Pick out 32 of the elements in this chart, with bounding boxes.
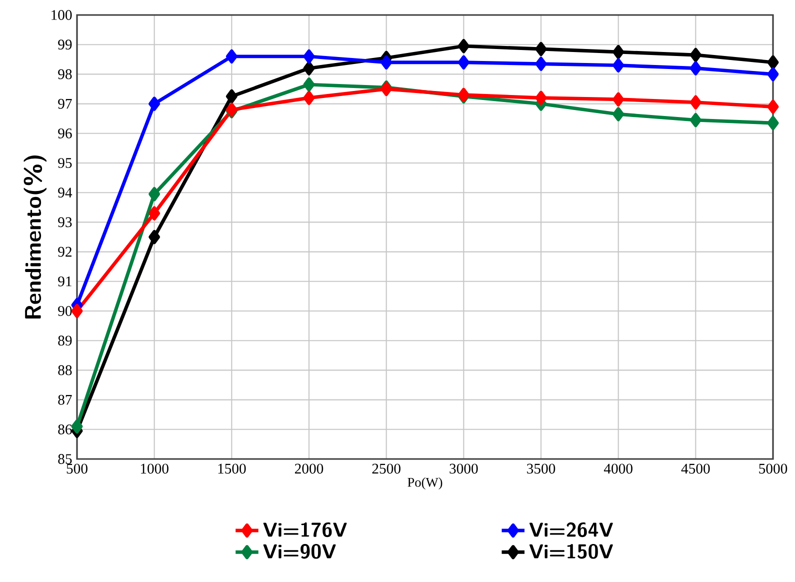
y-tick-label: 85 xyxy=(58,454,72,464)
x-axis-title: Po(W) xyxy=(408,477,442,490)
y-tick-label: 87 xyxy=(58,394,72,405)
x-tick-label: 3500 xyxy=(527,464,556,474)
y-tick-label: 97 xyxy=(58,98,72,109)
x-tick-label: 4500 xyxy=(681,464,710,474)
y-tick-label: 100 xyxy=(52,10,72,20)
y-tick-label: 96 xyxy=(58,128,72,138)
x-tick-label: 1500 xyxy=(218,464,246,474)
y-tick-label: 99 xyxy=(58,40,72,50)
y-tick-label: 90 xyxy=(58,306,72,316)
y-tick-label: 98 xyxy=(58,69,72,80)
y-tick-label: 95 xyxy=(58,158,72,168)
y-tick-label: 88 xyxy=(58,365,72,376)
legend-label: Vi=150V xyxy=(529,544,613,559)
legend-label: Vi=264V xyxy=(529,522,613,538)
x-tick-label: 3000 xyxy=(450,464,478,474)
legend-label: Vi=90V xyxy=(263,544,336,559)
y-tick-label: 94 xyxy=(58,188,72,198)
x-tick-label: 1000 xyxy=(140,464,168,474)
legend-label: Vi=176V xyxy=(263,522,347,538)
y-tick-label: 91 xyxy=(58,276,72,286)
x-tick-label: 5000 xyxy=(759,464,788,474)
y-tick-label: 86 xyxy=(58,424,72,434)
x-tick-label: 500 xyxy=(66,464,88,474)
x-tick-label: 4000 xyxy=(604,464,632,474)
x-tick-label: 2500 xyxy=(372,464,400,474)
y-tick-label: 93 xyxy=(58,217,72,228)
x-tick-label: 2000 xyxy=(294,464,324,474)
y-tick-label: 89 xyxy=(58,336,72,346)
y-axis-title: Rendimento(%) xyxy=(24,155,46,318)
y-tick-label: 92 xyxy=(58,246,72,257)
